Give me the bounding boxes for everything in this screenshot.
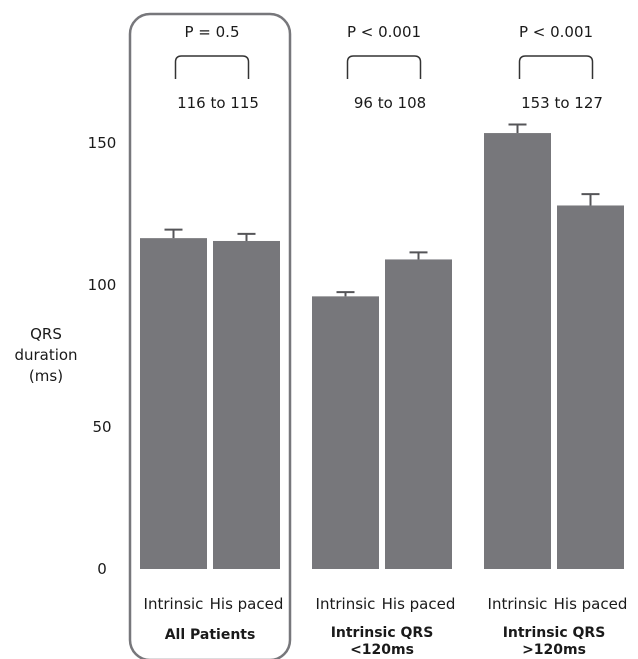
change-label: 96 to 108: [354, 94, 426, 112]
y-tick-label: 0: [97, 560, 107, 578]
bar: [557, 205, 624, 570]
y-tick-label: 100: [88, 276, 117, 294]
y-axis: 0 50 100 150: [88, 134, 117, 578]
bar: [140, 238, 207, 569]
y-axis-label: QRS duration (ms): [14, 325, 77, 385]
bar: [385, 259, 452, 569]
category-label: Intrinsic: [144, 595, 204, 613]
bar-group: Intrinsic His paced P = 0.5 116 to 115 All P…: [128, 12, 292, 659]
highlight-box: [128, 12, 292, 659]
comparison-bracket: [346, 55, 422, 79]
category-label: His paced: [382, 595, 456, 613]
bar-group: Intrinsic His paced P < 0.001 153 to 127 Int…: [484, 23, 627, 658]
change-label: 116 to 115: [177, 94, 259, 112]
category-label: His paced: [210, 595, 284, 613]
bar: [213, 240, 280, 570]
category-label: Intrinsic: [316, 595, 376, 613]
y-axis-label-line: duration: [14, 346, 77, 364]
group-label: Intrinsic QRS: [331, 625, 434, 641]
category-label: His paced: [554, 595, 628, 613]
bar-group: Intrinsic His paced P < 0.001 96 to 108 Intr…: [312, 23, 455, 658]
bar-groups: Intrinsic His paced P = 0.5 116 to 115 All P…: [128, 12, 627, 659]
comparison-bracket: [518, 55, 594, 79]
category-label: Intrinsic: [488, 595, 548, 613]
bar: [312, 296, 379, 569]
group-label: >120ms: [522, 642, 586, 658]
bar: [484, 133, 551, 569]
y-axis-label-line: (ms): [29, 367, 63, 385]
y-axis-label-line: QRS: [30, 325, 62, 343]
y-tick-label: 150: [88, 134, 117, 152]
group-label: Intrinsic QRS: [503, 625, 606, 641]
change-label: 153 to 127: [521, 94, 603, 112]
p-value-label: P < 0.001: [347, 23, 421, 41]
group-label: All Patients: [165, 627, 256, 643]
p-value-label: P = 0.5: [184, 23, 239, 41]
p-value-label: P < 0.001: [519, 23, 593, 41]
group-label: <120ms: [350, 642, 414, 658]
comparison-bracket: [174, 55, 250, 79]
y-tick-label: 50: [92, 418, 111, 436]
